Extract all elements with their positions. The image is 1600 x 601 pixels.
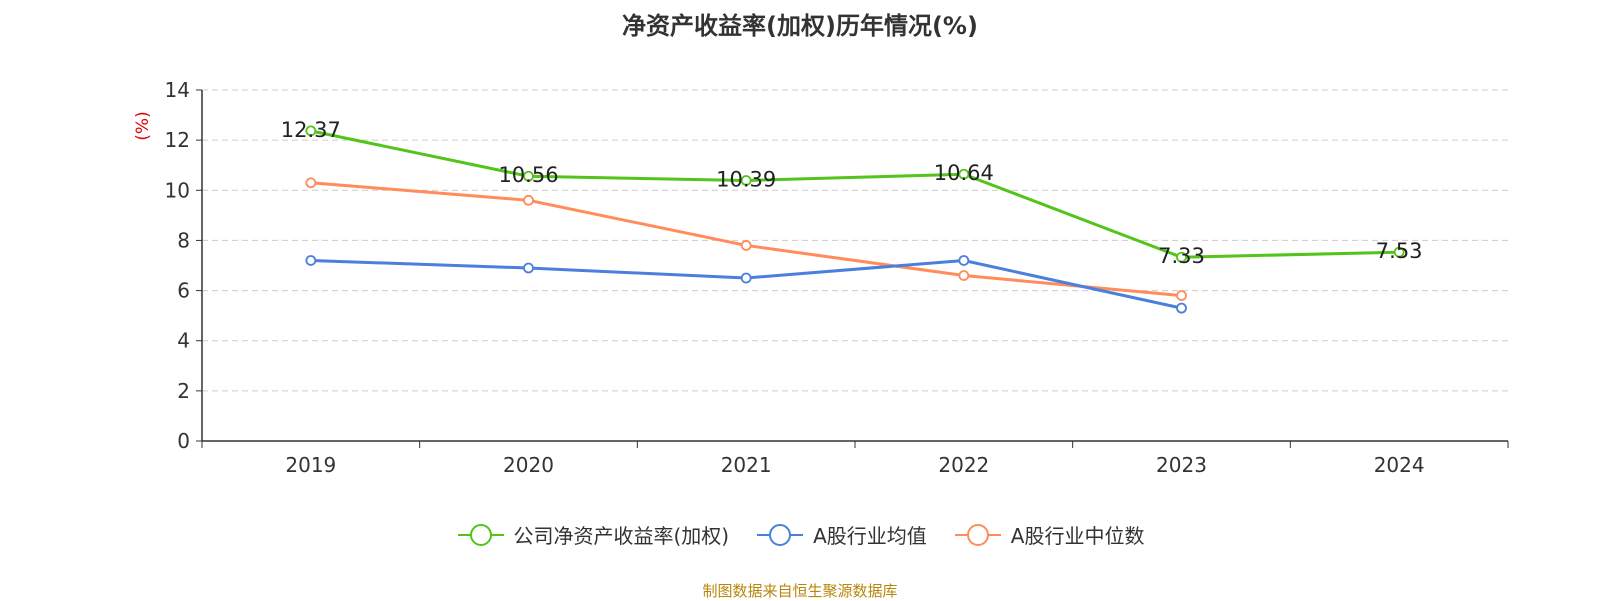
data-label: 10.56 — [498, 163, 558, 187]
data-label: 10.39 — [716, 168, 776, 192]
data-point — [305, 177, 317, 189]
axes: 0 2 4 6 8 10 12 14 (%) 2019 2020 2021 2022 2023 2024 — [133, 78, 1509, 477]
chart-legend: 公司净资产收益率(加权) A股行业均值 A股行业中位数 — [0, 520, 1600, 549]
legend-item[interactable]: 公司净资产收益率(加权) — [456, 520, 730, 549]
data-point — [958, 168, 970, 180]
legend-label: 公司净资产收益率(加权) — [513, 524, 730, 548]
data-point — [523, 170, 534, 182]
chart-title: 净资产收益率(加权)历年情况(%) — [622, 12, 978, 40]
data-point — [305, 125, 317, 137]
legend-label: A股行业中位数 — [1010, 524, 1145, 548]
y-tick-label: 8 — [177, 228, 190, 252]
data-label: 7.33 — [1158, 244, 1205, 268]
legend-marker-icon — [457, 523, 504, 546]
data-label: 7.53 — [1376, 239, 1423, 263]
legend-item[interactable]: A股行业均值 — [755, 520, 927, 549]
data-point — [740, 272, 752, 284]
source-note: 制图数据来自恒生聚源数据库 — [702, 582, 898, 600]
legend-label: A股行业均值 — [813, 524, 927, 548]
data-point — [523, 262, 534, 274]
y-tick-label: 12 — [165, 128, 190, 152]
y-tick-label: 14 — [165, 78, 190, 102]
y-tick-label: 10 — [165, 178, 190, 202]
data-point — [523, 194, 534, 206]
x-tick-label: 2020 — [503, 453, 554, 477]
data-point — [958, 270, 970, 281]
data-point — [1176, 251, 1187, 263]
data-label: 12.37 — [281, 118, 341, 142]
legend-marker-icon — [757, 523, 804, 546]
data-point — [1176, 302, 1187, 314]
x-tick-label: 2024 — [1374, 453, 1425, 477]
y-tick-label: 2 — [177, 379, 190, 403]
y-tick-label: 4 — [177, 329, 190, 353]
y-tick-label: 6 — [177, 279, 190, 303]
data-point — [958, 255, 970, 266]
series-line — [310, 129, 1400, 259]
grid-lines — [202, 89, 1508, 392]
legend-marker-icon — [954, 523, 1001, 546]
y-axis-label: (%) — [133, 111, 153, 140]
data-labels: 12.37 10.56 10.39 10.64 7.33 7.53 — [281, 118, 1423, 268]
data-label: 10.64 — [934, 161, 994, 185]
y-tick-label: 0 — [177, 429, 190, 453]
data-point — [740, 175, 752, 186]
legend-item[interactable]: A股行业中位数 — [953, 520, 1145, 549]
data-point — [305, 255, 317, 266]
x-tick-label: 2022 — [938, 453, 989, 477]
x-tick-label: 2021 — [721, 453, 772, 477]
data-point — [1176, 290, 1187, 301]
data-point — [740, 240, 752, 251]
x-tick-label: 2019 — [285, 453, 336, 477]
series-lines — [305, 125, 1405, 314]
x-tick-label: 2023 — [1156, 453, 1207, 477]
data-point — [1393, 246, 1405, 258]
